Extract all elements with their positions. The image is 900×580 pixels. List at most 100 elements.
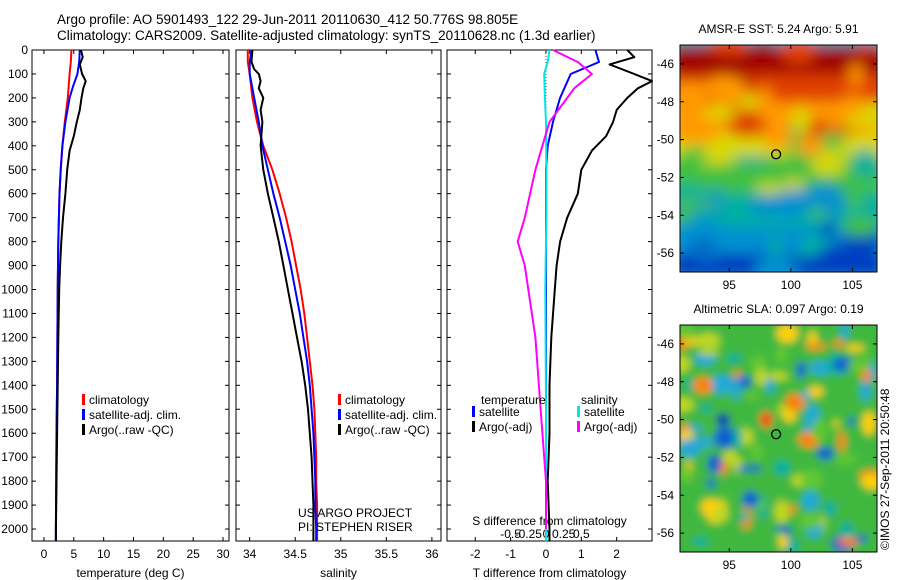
- series-line-satellite-adj-clim-: [248, 49, 318, 541]
- field-blob: [859, 103, 877, 129]
- field-blob: [784, 177, 805, 191]
- x-axis-label: temperature (deg C): [76, 566, 184, 580]
- map-frame: [679, 44, 878, 273]
- legend-header: temperature: [481, 393, 546, 407]
- secondary-tick-label: -0.5: [500, 527, 521, 541]
- field-blob: [754, 255, 798, 272]
- field-blob: [686, 199, 720, 209]
- field-blob: [680, 81, 709, 104]
- field-blob: [796, 136, 825, 157]
- y-tick-label: 400: [8, 139, 28, 153]
- field-blob: [744, 391, 760, 401]
- legend-swatch: [338, 409, 341, 420]
- legend-label: satellite-adj. clim.: [89, 408, 181, 422]
- field-blob: [733, 155, 770, 165]
- field-blob: [723, 449, 737, 464]
- field-blob: [841, 215, 877, 237]
- field-blob: [710, 374, 733, 395]
- series-line-climatology: [246, 50, 319, 541]
- field-blob: [847, 360, 869, 372]
- field-blob: [697, 155, 739, 166]
- x-tick-label: 20: [157, 547, 171, 561]
- field-blob: [840, 522, 849, 539]
- y-tick-label: 1200: [1, 330, 28, 344]
- field-blob: [785, 393, 805, 412]
- y-tick-label: 200: [8, 91, 28, 105]
- field-blob: [696, 332, 720, 348]
- panel-temperature: 0 5 10 15 20 25 300100200300400500600700800900…: [1, 43, 230, 580]
- field-blob: [702, 105, 738, 120]
- field-blob: [680, 325, 696, 340]
- y-tick-label: 0: [21, 43, 28, 57]
- field-blob: [742, 491, 760, 508]
- field-blob: [795, 255, 826, 271]
- field-blob: [816, 447, 835, 460]
- x-tick-label: 34: [243, 547, 257, 561]
- field-blob: [690, 436, 715, 448]
- field-blob: [753, 45, 769, 53]
- y-tick-label: 1400: [1, 378, 28, 392]
- legend-swatch: [577, 406, 580, 417]
- series-line-temperature-argo-adj-: [546, 49, 653, 541]
- field-blob: [845, 344, 865, 352]
- field-blob: [773, 460, 791, 476]
- map-sst: AMSR-E SST: 5.24 Argo: 5.91 95 100 105 -46 -4…: [657, 22, 878, 292]
- field-blob: [870, 360, 877, 381]
- x-tick-label: 30: [216, 547, 230, 561]
- field-blob: [811, 418, 827, 442]
- x-tick-label: 10: [97, 547, 111, 561]
- legend-swatch: [338, 424, 341, 435]
- legend-label: climatology: [345, 393, 405, 407]
- y-tick-label: -50: [657, 413, 675, 427]
- field-blob: [750, 355, 767, 373]
- field-blob: [819, 221, 837, 237]
- field-blob: [778, 403, 786, 416]
- x-tick-label: 34.5: [284, 547, 308, 561]
- field-blob: [680, 131, 718, 144]
- field-blob: [804, 343, 828, 350]
- field-blob: [712, 506, 729, 523]
- field-blob: [780, 45, 816, 64]
- field-blob: [823, 501, 837, 517]
- field-blob: [791, 107, 811, 134]
- plot-frame: [235, 49, 442, 542]
- field-blob: [737, 94, 761, 110]
- field-blob: [688, 48, 704, 59]
- series-line-argo-raw-qc-: [54, 49, 87, 541]
- field-blob: [767, 372, 789, 381]
- x-tick-label: 100: [781, 278, 801, 292]
- map-sla: Altimetric SLA: 0.097 Argo: 0.19 95 100 105…: [657, 302, 878, 572]
- x-tick-label: 35: [334, 547, 348, 561]
- x-tick-label: 95: [723, 558, 737, 572]
- field-blob: [680, 183, 705, 196]
- field-blob: [801, 469, 823, 490]
- y-tick-label: -52: [657, 170, 675, 184]
- field-blob: [787, 505, 797, 514]
- field-blob: [817, 53, 861, 65]
- field-blob: [680, 193, 695, 221]
- field-blob: [680, 355, 691, 373]
- field-blob: [852, 165, 877, 178]
- y-tick-label: 1600: [1, 426, 28, 440]
- field-blob: [833, 420, 840, 428]
- x-tick-label: 95: [723, 278, 737, 292]
- legend-swatch: [472, 406, 475, 417]
- y-tick-label: -46: [657, 337, 675, 351]
- x-axis-label: salinity: [320, 566, 357, 580]
- y-tick-label: -52: [657, 450, 675, 464]
- map-title: AMSR-E SST: 5.24 Argo: 5.91: [698, 22, 858, 36]
- field-blob: [799, 513, 821, 530]
- y-tick-label: 1500: [1, 402, 28, 416]
- field-blob: [852, 148, 877, 171]
- profile-title: Argo profile: AO 5901493_122 29-Jun-2011…: [57, 12, 519, 27]
- y-tick-label: -56: [657, 246, 675, 260]
- field-blob: [857, 45, 876, 53]
- y-tick-label: 1100: [2, 306, 28, 320]
- legend-label: satellite: [479, 405, 520, 419]
- y-tick-label: 2000: [1, 522, 28, 536]
- y-tick-label: 600: [8, 187, 28, 201]
- x-axis-label: T difference from climatology: [473, 566, 627, 580]
- y-tick-label: 700: [8, 211, 28, 225]
- field-blob: [727, 115, 768, 138]
- map-frame: [679, 324, 878, 553]
